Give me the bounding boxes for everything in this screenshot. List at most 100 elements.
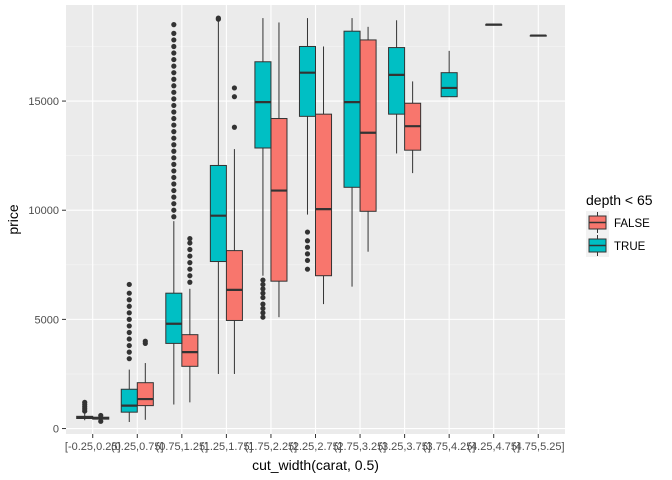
outlier-point — [171, 142, 177, 148]
legend-label: FALSE — [614, 218, 650, 230]
outlier-point — [187, 246, 193, 253]
outlier-point — [171, 155, 177, 161]
outlier-point — [260, 286, 266, 292]
y-tick-label: 0 — [53, 424, 59, 436]
outlier-point — [171, 161, 177, 167]
outlier-point — [98, 418, 104, 424]
box-false — [181, 236, 199, 403]
x-tick-label: (1.75,2.25] — [245, 441, 298, 453]
outlier-point — [142, 338, 148, 344]
outlier-point — [171, 70, 177, 76]
box-body — [343, 30, 361, 188]
outlier-point — [171, 187, 177, 194]
outlier-point — [126, 310, 132, 316]
x-tick-label: (0.75,1.25] — [156, 441, 209, 453]
outlier-point — [260, 294, 266, 301]
outlier-point — [171, 201, 177, 207]
x-tick-label: (0.25,0.75] — [111, 441, 164, 453]
x-axis-ticks: [-0.25,0.25](0.25,0.75](0.75,1.25](1.25,… — [65, 434, 565, 453]
outlier-point — [82, 399, 88, 405]
outlier-point — [171, 174, 177, 181]
outlier-point — [126, 336, 132, 342]
outlier-point — [260, 277, 266, 283]
outlier-point — [126, 281, 132, 288]
outlier-point — [171, 96, 177, 102]
outlier-point — [171, 109, 177, 115]
box-true — [529, 34, 547, 37]
outlier-point — [260, 305, 266, 312]
outlier-point — [304, 257, 311, 264]
y-tick-label: 10000 — [28, 205, 59, 217]
box-false — [404, 81, 422, 174]
outlier-point — [231, 94, 238, 100]
outlier-point — [260, 290, 266, 296]
box-body — [440, 72, 458, 98]
outlier-point — [187, 253, 193, 259]
outlier-point — [304, 266, 311, 272]
y-axis-title: price — [5, 204, 21, 235]
outlier-point — [171, 83, 177, 89]
outlier-point — [171, 168, 177, 174]
box-body — [165, 292, 183, 344]
outlier-point — [187, 236, 193, 242]
legend-label: TRUE — [614, 241, 646, 253]
box-false — [359, 26, 377, 252]
y-tick-label: 15000 — [28, 96, 59, 108]
x-tick-label: (2.25,2.75] — [289, 441, 342, 453]
outlier-point — [171, 76, 177, 82]
outlier-point — [171, 129, 177, 135]
box-false — [225, 85, 243, 374]
outlier-point — [171, 43, 177, 50]
box-body — [298, 45, 317, 117]
box-body — [209, 164, 227, 263]
outlier-point — [126, 356, 132, 362]
box-true — [254, 18, 272, 320]
box-false — [315, 46, 333, 305]
outlier-point — [171, 56, 177, 63]
outlier-point — [171, 102, 177, 109]
outlier-point — [126, 290, 132, 296]
outlier-point — [98, 412, 104, 419]
outlier-point — [260, 301, 266, 307]
x-tick-label: (2.75,3.25] — [334, 441, 387, 453]
box-body — [270, 118, 288, 282]
outlier-point — [304, 244, 311, 250]
outlier-point — [126, 329, 132, 336]
x-tick-label: (4.75,5.25] — [512, 441, 565, 453]
outlier-point — [260, 281, 266, 288]
outlier-point — [171, 207, 177, 213]
outlier-point — [215, 15, 221, 21]
outlier-point — [171, 89, 177, 95]
outlier-point — [187, 266, 193, 272]
outlier-point — [126, 342, 132, 349]
outlier-point — [187, 240, 193, 246]
outlier-point — [171, 214, 177, 220]
outlier-point — [304, 251, 311, 257]
outlier-point — [171, 122, 177, 128]
box-true — [388, 20, 406, 154]
outlier-point — [260, 310, 266, 316]
box-body — [225, 250, 243, 321]
box-true — [440, 50, 458, 98]
box-body — [181, 334, 199, 367]
box-true — [343, 18, 361, 287]
outlier-point — [304, 238, 311, 244]
outlier-point — [126, 316, 132, 322]
box-false — [136, 338, 154, 420]
box-body — [136, 382, 154, 407]
outlier-point — [126, 303, 132, 309]
outlier-point — [171, 22, 177, 28]
x-tick-label: (3.75,4.25] — [423, 441, 476, 453]
outlier-point — [171, 37, 177, 43]
box-body — [388, 47, 406, 115]
outlier-point — [171, 115, 177, 122]
legend: depth < 65 FALSE TRUE — [586, 192, 653, 257]
y-tick-label: 5000 — [35, 314, 59, 326]
box-body — [359, 39, 377, 212]
outlier-point — [187, 279, 193, 285]
outlier-point — [187, 260, 193, 266]
legend-title: depth < 65 — [586, 192, 653, 208]
box-false — [270, 22, 288, 318]
outlier-point — [171, 63, 177, 69]
